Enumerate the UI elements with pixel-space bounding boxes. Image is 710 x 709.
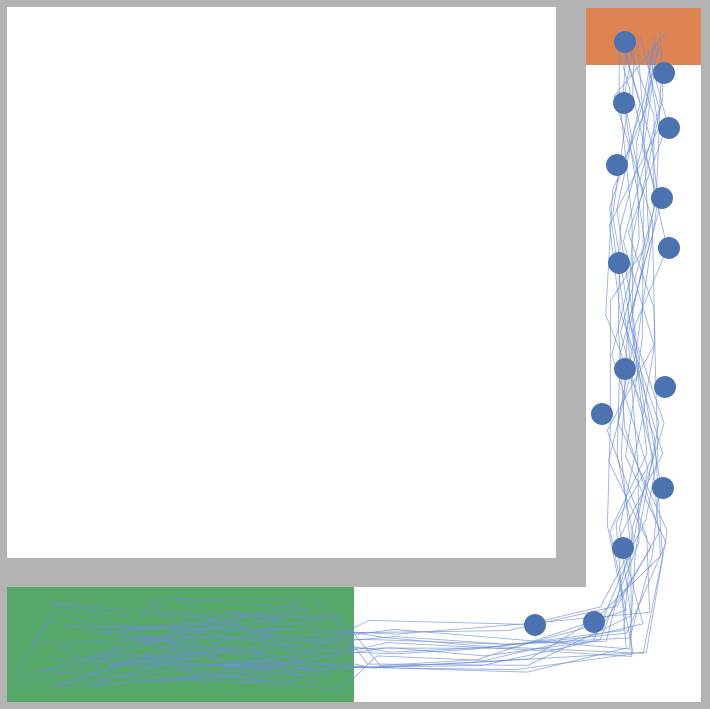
goal-zone bbox=[586, 8, 701, 65]
trajectory-line bbox=[49, 37, 660, 686]
agent-dot bbox=[653, 62, 675, 84]
trajectory-line bbox=[92, 33, 666, 666]
trajectory-line bbox=[47, 48, 659, 669]
open-floor-region bbox=[7, 7, 556, 558]
trajectory-line bbox=[98, 51, 663, 683]
agent-dot bbox=[606, 154, 628, 176]
agent-layer bbox=[524, 31, 680, 636]
trajectory-line bbox=[31, 42, 661, 660]
agent-dot bbox=[612, 537, 634, 559]
agent-dot bbox=[651, 187, 673, 209]
agent-dot bbox=[614, 31, 636, 53]
agent-dot bbox=[524, 614, 546, 636]
trajectory-line bbox=[144, 49, 668, 684]
agent-dot bbox=[654, 376, 676, 398]
trajectory-line bbox=[45, 38, 653, 673]
agent-dot bbox=[658, 237, 680, 259]
trajectory-line bbox=[56, 30, 668, 689]
agent-dot bbox=[658, 117, 680, 139]
agent-dot bbox=[614, 358, 636, 380]
trajectory-line bbox=[39, 46, 646, 686]
trajectory-line bbox=[165, 45, 667, 670]
agent-dot bbox=[608, 252, 630, 274]
agent-dot bbox=[652, 477, 674, 499]
agent-dot bbox=[591, 403, 613, 425]
trajectory-line bbox=[59, 37, 656, 693]
agent-dot bbox=[583, 611, 605, 633]
agent-dot bbox=[613, 92, 635, 114]
